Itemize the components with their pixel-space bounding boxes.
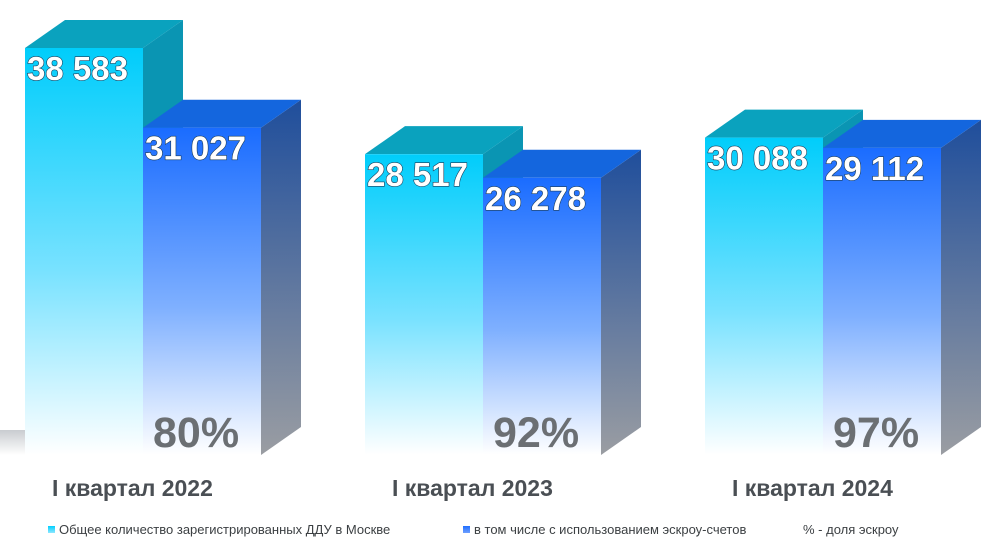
bar-top-0-1 [365,126,523,155]
value-label-0-1: 28 517 [367,156,468,193]
legend: Общее количество зарегистрированных ДДУ … [48,522,948,544]
bar-front-1-2 [823,147,941,455]
legend-label-total: Общее количество зарегистрированных ДДУ … [59,522,391,537]
legend-item-share: % - доля эскроу [803,522,899,537]
share-label-2: 97% [833,409,919,457]
bar-top-0-2 [705,109,863,138]
bar-side-1-1 [601,149,641,456]
bar-top-0-0 [25,20,183,48]
share-label-0: 80% [153,409,239,457]
bar-front-0-0 [25,48,143,455]
bar-top-1-1 [483,149,641,178]
share-label-1: 92% [493,409,579,457]
bar-front-0-1 [365,154,483,455]
value-label-1-2: 29 112 [825,150,924,187]
legend-swatch-total [48,526,55,533]
value-label-0-2: 30 088 [707,140,808,177]
category-label-0: I квартал 2022 [52,475,213,501]
category-label-1: I квартал 2023 [392,475,553,501]
legend-label-escrow: в том числе с использованием эскроу-счет… [474,522,747,537]
bar-top-1-0 [143,99,301,128]
value-label-0-0: 38 583 [27,50,128,87]
value-label-1-1: 26 278 [485,180,586,217]
bar-front-0-2 [705,137,823,456]
legend-item-escrow: в том числе с использованием эскроу-счет… [463,522,746,537]
legend-label-share: % - доля эскроу [803,522,899,537]
category-label-2: I квартал 2024 [732,475,893,501]
bar-front-1-0 [143,127,261,456]
bar-side-1-2 [941,119,981,455]
bar-side-1-0 [261,99,301,456]
bar-front-1-1 [483,177,601,456]
legend-item-total: Общее количество зарегистрированных ДДУ … [48,522,390,537]
floor-shadow [0,430,25,455]
bar-top-1-2 [823,119,981,148]
value-label-1-0: 31 027 [145,130,246,167]
legend-swatch-escrow [463,526,470,533]
